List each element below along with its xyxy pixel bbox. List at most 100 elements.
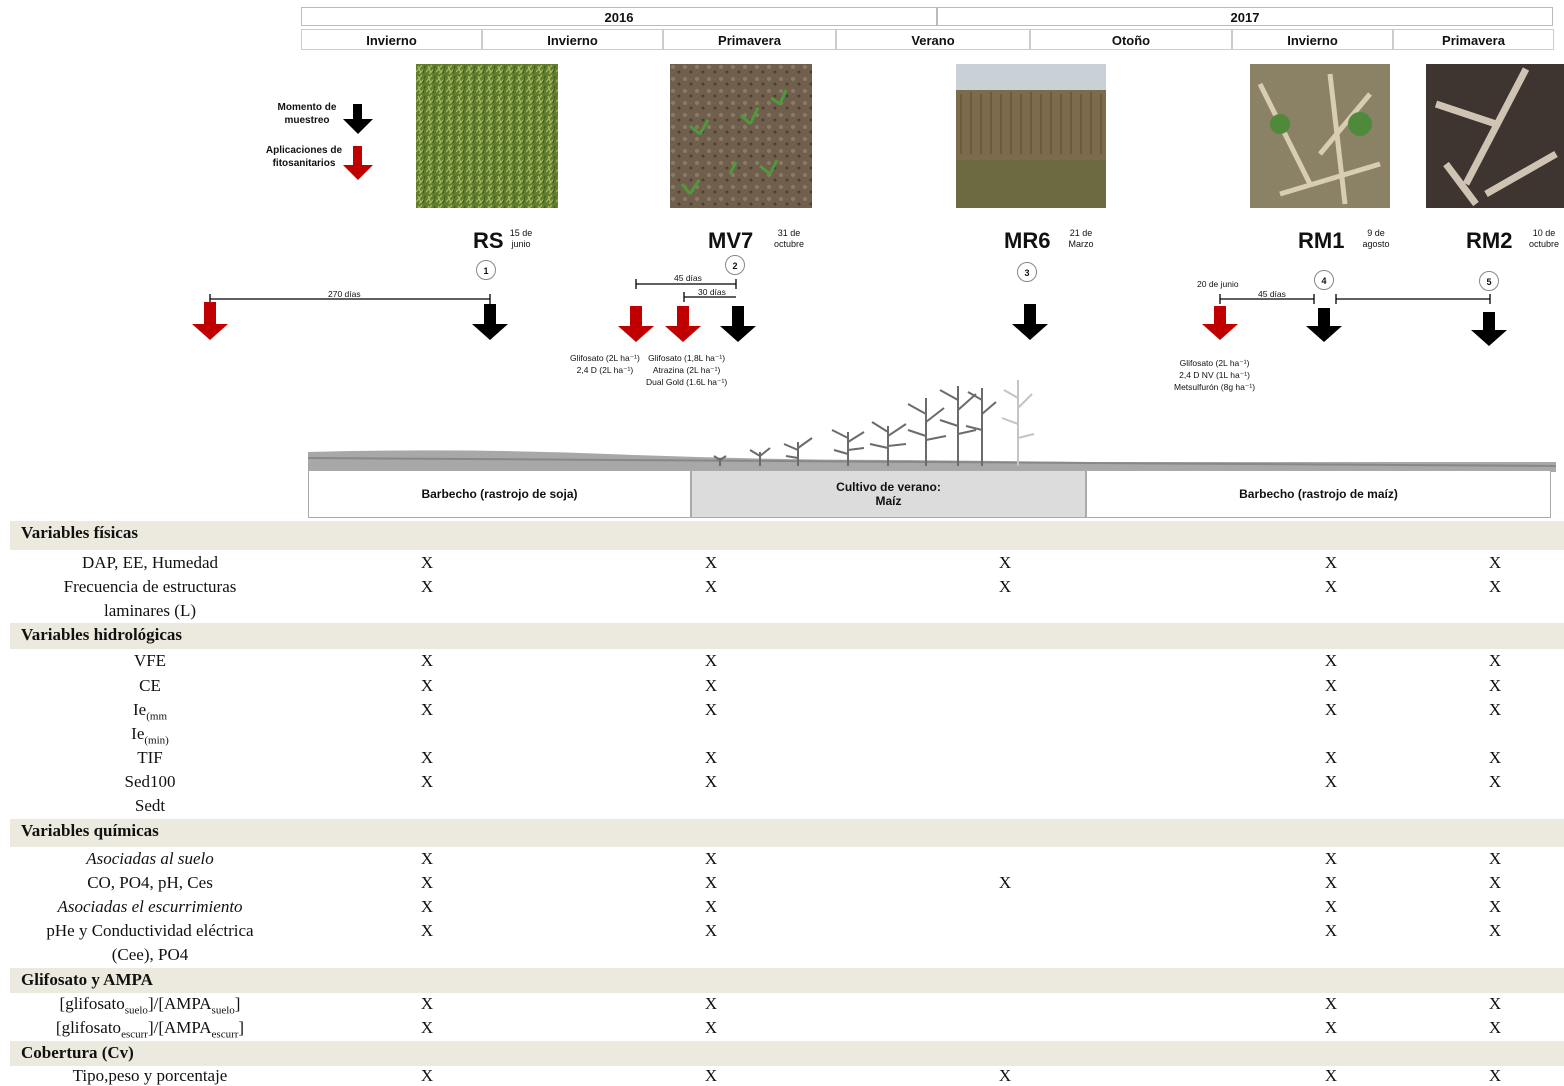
x-mark: X xyxy=(420,849,434,868)
x-mark: X xyxy=(1488,651,1502,670)
phase-fallow-maize: Barbecho (rastrojo de maíz) xyxy=(1086,470,1551,518)
x-mark: X xyxy=(704,772,718,791)
section-hydro: Variables hidrológicas xyxy=(10,623,1564,649)
timeline-arrows xyxy=(192,279,1507,346)
x-mark: X xyxy=(704,577,718,596)
sampling-code-mr6: MR6 xyxy=(1004,228,1051,253)
x-mark: X xyxy=(1324,897,1338,916)
x-mark: X xyxy=(704,651,718,670)
x-mark: X xyxy=(1324,772,1338,791)
x-mark: X xyxy=(420,651,434,670)
interval-270-days: 270 días xyxy=(328,289,361,299)
x-mark: X xyxy=(420,1018,434,1037)
x-mark: X xyxy=(420,577,434,596)
red-arrow-icon xyxy=(1202,306,1238,340)
black-arrow-icon xyxy=(1012,304,1048,340)
x-mark: X xyxy=(704,1066,718,1085)
row-vfe: VFE xyxy=(133,651,167,670)
x-mark: X xyxy=(1488,849,1502,868)
section-chem: Variables químicas xyxy=(10,819,1564,847)
row-sed100: Sed100 xyxy=(124,772,176,791)
sampling-code-rm1: RM1 xyxy=(1298,228,1345,253)
row-phe-1: pHe y Conductividad eléctrica xyxy=(46,921,254,940)
section-glyphosate: Glifosato y AMPA xyxy=(10,968,1564,993)
row-gly-soil: [glifosatosuelo]/[AMPAsuelo] xyxy=(59,994,241,1017)
sampling-code-mv7: MV7 xyxy=(708,228,754,253)
x-mark: X xyxy=(704,748,718,767)
sampling-number-2: 2 xyxy=(725,255,745,275)
row-tif: TIF xyxy=(137,748,163,767)
x-mark: X xyxy=(1324,994,1338,1013)
x-mark: X xyxy=(704,921,718,940)
row-phe-2: (Cee), PO4 xyxy=(111,945,189,964)
red-arrow-icon xyxy=(665,306,701,342)
photo-maize-r6 xyxy=(956,64,1106,208)
x-mark: X xyxy=(998,873,1012,892)
row-co: CO, PO4, pH, Ces xyxy=(87,873,213,892)
sampling-code-rm2: RM2 xyxy=(1466,228,1513,253)
black-arrow-icon xyxy=(472,304,508,340)
x-mark: X xyxy=(1324,651,1338,670)
phase-summer-crop: Cultivo de verano: Maíz xyxy=(691,470,1086,518)
x-mark: X xyxy=(420,748,434,767)
x-mark: X xyxy=(1324,676,1338,695)
x-mark: X xyxy=(1488,921,1502,940)
sampling-number-1: 1 xyxy=(476,260,496,280)
legend-sampling-label: Momento de muestreo xyxy=(277,102,337,126)
x-mark: X xyxy=(1488,676,1502,695)
row-ie-min: Ie(min) xyxy=(131,724,169,747)
sampling-number-4: 4 xyxy=(1314,270,1334,290)
season-2: Invierno xyxy=(482,29,663,50)
row-laminar-1: Frecuencia de estructuras xyxy=(63,577,237,596)
red-arrow-icon xyxy=(343,146,373,180)
sampling-code-rs: RS xyxy=(473,228,504,253)
x-mark: X xyxy=(420,873,434,892)
red-arrow-icon xyxy=(618,306,654,342)
application-2: Glifosato (1,8L ha⁻¹) Atrazina (2L ha⁻¹) D… xyxy=(646,353,728,387)
sampling-date-rm1: 9 de agosto xyxy=(1362,228,1390,249)
x-mark: X xyxy=(1488,873,1502,892)
x-mark: X xyxy=(1488,700,1502,719)
black-arrow-icon xyxy=(1306,308,1342,342)
legend-applications-label: Aplicaciones de fitosanitarios xyxy=(265,145,343,169)
x-mark: X xyxy=(998,577,1012,596)
black-arrow-icon xyxy=(720,306,756,342)
x-mark: X xyxy=(1488,577,1502,596)
year-2016: 2016 xyxy=(301,7,937,26)
x-mark: X xyxy=(704,994,718,1013)
sampling-number-5: 5 xyxy=(1479,271,1499,291)
x-mark: X xyxy=(420,1066,434,1085)
x-mark: X xyxy=(1324,873,1338,892)
interval-45-days-a: 45 días xyxy=(674,273,702,283)
x-mark: X xyxy=(704,1018,718,1037)
season-6: Invierno xyxy=(1232,29,1393,50)
x-mark: X xyxy=(1488,748,1502,767)
season-1: Invierno xyxy=(301,29,482,50)
sampling-date-rm2: 10 de octubre xyxy=(1528,228,1560,249)
x-mark: X xyxy=(1324,1066,1338,1085)
x-mark: X xyxy=(998,1066,1012,1085)
sampling-date-rs: 15 de junio xyxy=(509,228,533,249)
row-dap: DAP, EE, Humedad xyxy=(82,553,218,572)
x-mark: X xyxy=(1488,1018,1502,1037)
season-5: Otoño xyxy=(1030,29,1232,50)
year-2017: 2017 xyxy=(937,7,1553,26)
red-arrow-icon xyxy=(192,302,228,340)
x-mark: X xyxy=(420,921,434,940)
x-mark: X xyxy=(1324,748,1338,767)
photo-maize-stubble-2 xyxy=(1426,64,1564,208)
row-cover-type: Tipo,peso y porcentaje xyxy=(72,1066,228,1085)
row-soil-assoc: Asociadas al suelo xyxy=(86,849,214,868)
x-mark: X xyxy=(704,873,718,892)
row-ie-mm: Ie(mm xyxy=(133,700,167,723)
interval-30-days: 30 días xyxy=(698,287,726,297)
x-mark: X xyxy=(420,772,434,791)
interval-45-days-b: 45 días xyxy=(1258,289,1286,299)
x-mark: X xyxy=(1324,553,1338,572)
x-mark: X xyxy=(1488,1066,1502,1085)
row-gly-runoff: [glifosatoescurr]/[AMPAescurr] xyxy=(55,1018,245,1041)
x-mark: X xyxy=(1324,921,1338,940)
x-mark: X xyxy=(704,700,718,719)
x-mark: X xyxy=(1488,897,1502,916)
application-1: Glifosato (2L ha⁻¹) 2,4 D (2L ha⁻¹) xyxy=(570,353,640,375)
